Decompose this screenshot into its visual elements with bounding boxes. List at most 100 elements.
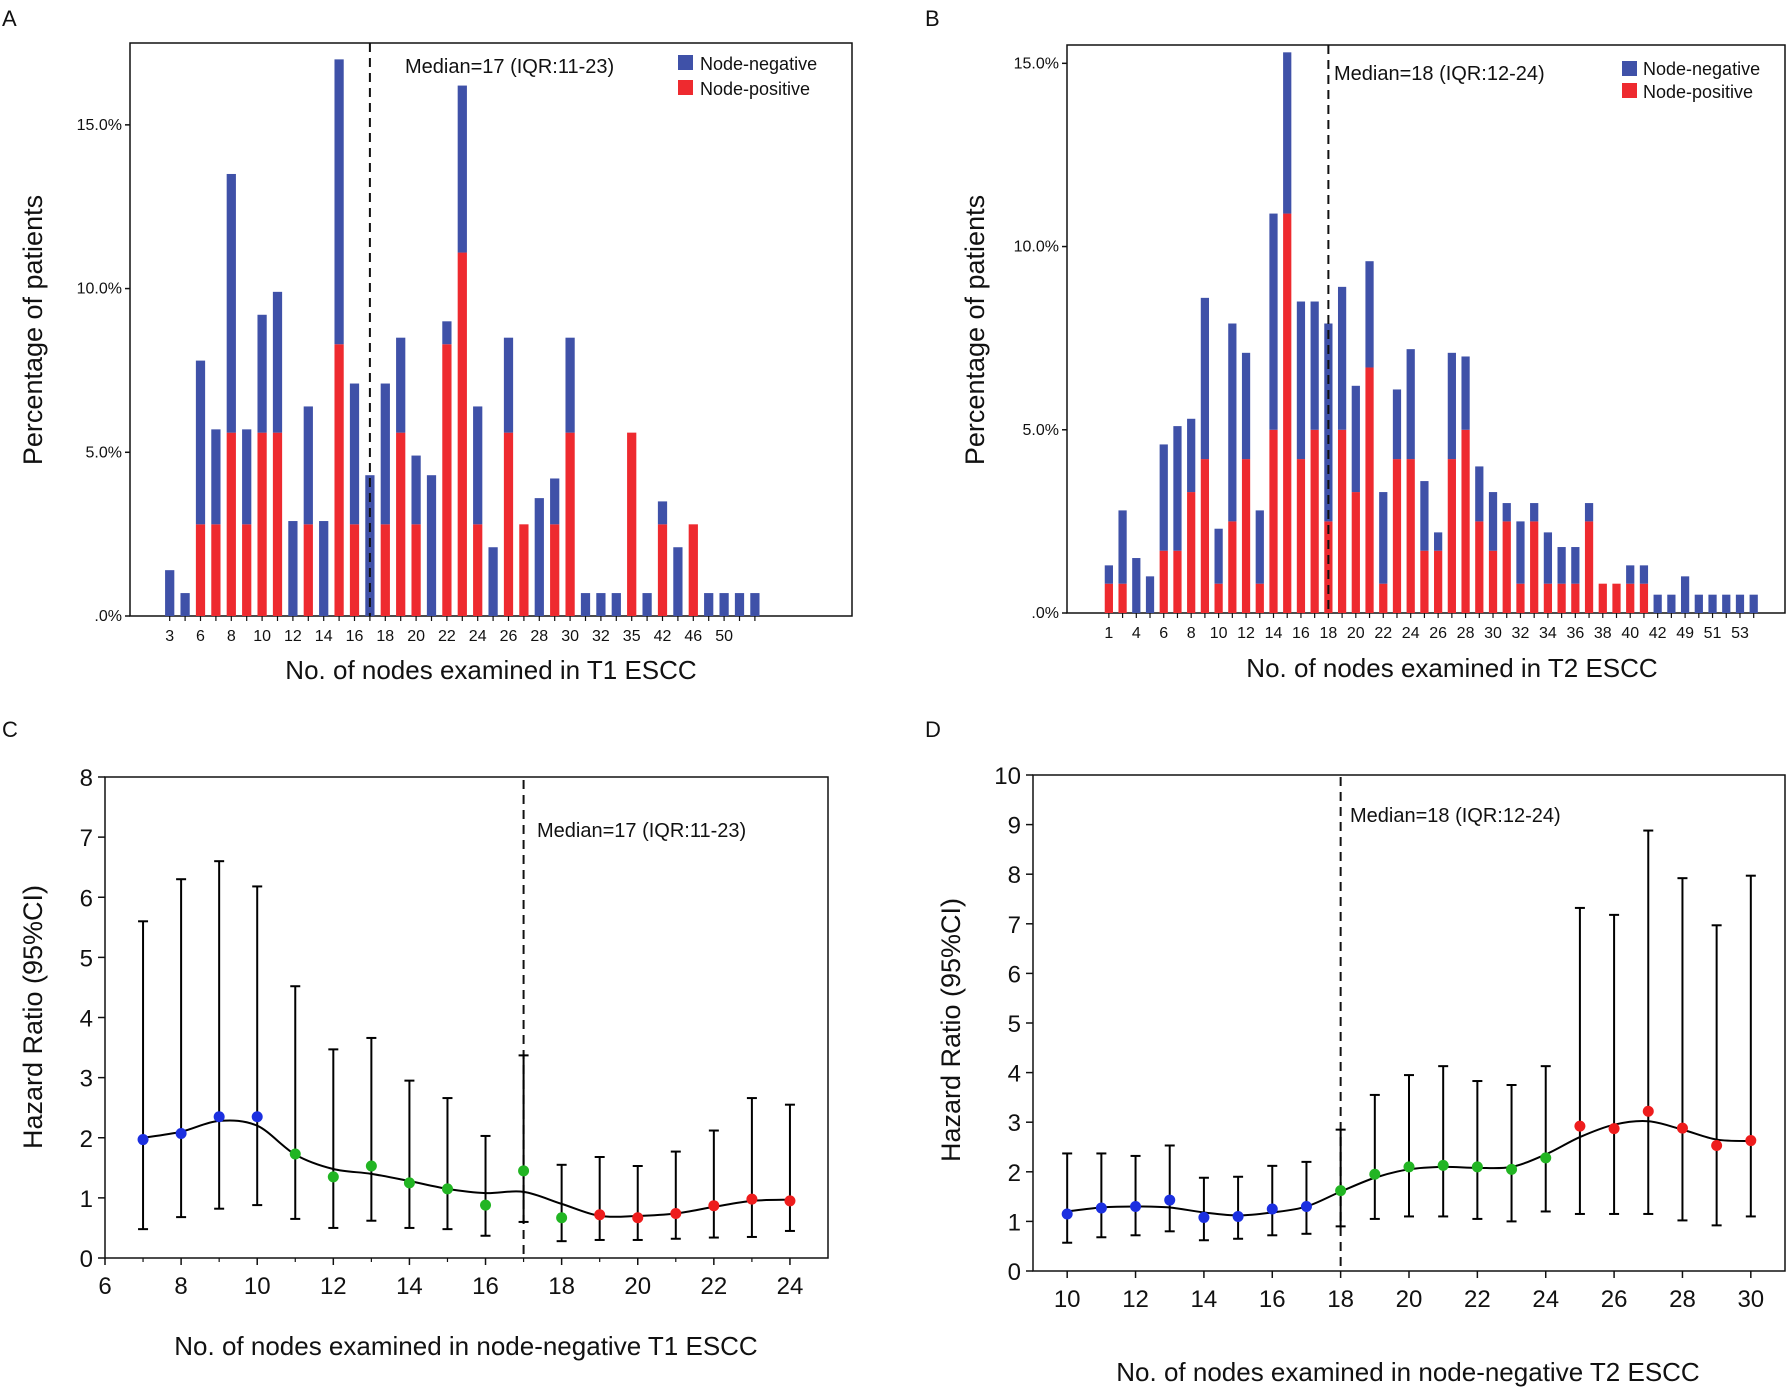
x-tick-label: 36	[1566, 625, 1584, 642]
x-tick-label: 4	[1132, 625, 1141, 642]
bar-node-negative	[165, 570, 175, 616]
y-tick-label: 5.0%	[1023, 422, 1059, 439]
hr-point	[480, 1199, 492, 1211]
bar-node-negative	[334, 59, 344, 345]
hr-point	[632, 1212, 644, 1224]
x-tick-label: 12	[320, 1273, 347, 1300]
bar-node-negative	[349, 383, 360, 525]
bar-node-positive	[334, 344, 344, 616]
y-tick-label: 9	[1008, 813, 1021, 840]
y-tick-label: 8	[1008, 862, 1021, 889]
bar-node-positive	[1351, 492, 1360, 613]
x-tick-label: 22	[438, 628, 456, 645]
hr-point	[137, 1134, 149, 1146]
error-bars-c	[138, 860, 795, 1243]
y-axis-title-b: Percentage of patients	[960, 195, 990, 465]
hr-point	[784, 1195, 796, 1207]
x-tick-label: 18	[1327, 1286, 1354, 1313]
y-tick-label: .0%	[94, 608, 122, 625]
x-axis-d: 10 12 14 16 18 20 22 24 26 28 30	[1054, 1271, 1764, 1313]
bar-node-positive	[1502, 521, 1511, 613]
legend-swatch-negative-a	[678, 55, 693, 70]
bar-node-negative	[1680, 576, 1690, 613]
x-axis-title-c: No. of nodes examined in node-negative T…	[174, 1331, 757, 1361]
y-tick-label: 10	[994, 763, 1021, 790]
bar-node-negative	[1269, 213, 1278, 430]
bar-node-positive	[226, 432, 236, 616]
hr-point	[1095, 1202, 1107, 1214]
legend-label-positive-b: Node-positive	[1643, 82, 1753, 102]
hr-point	[1745, 1135, 1757, 1147]
x-tick-label: 20	[624, 1273, 651, 1300]
x-tick-label: 6	[196, 628, 205, 645]
x-tick-label: 50	[715, 628, 733, 645]
bar-node-negative	[442, 321, 452, 345]
median-label-d: Median=18 (IQR:12-24)	[1350, 805, 1561, 827]
legend-swatch-negative-b	[1622, 61, 1637, 76]
x-tick-label: 30	[1737, 1286, 1764, 1313]
bar-node-negative	[704, 593, 714, 616]
y-axis-c: 0 1 2 3 4 5 6 7 8	[80, 765, 105, 1273]
panel-letter-b: B	[925, 6, 940, 31]
points-d	[1061, 1105, 1757, 1223]
bar-node-positive	[1406, 459, 1415, 613]
bar-node-positive	[1543, 583, 1553, 613]
bar-node-negative	[565, 337, 575, 433]
bar-node-positive	[442, 344, 452, 616]
x-tick-label: 12	[1237, 625, 1255, 642]
bar-node-positive	[349, 524, 360, 616]
x-tick-label: 16	[346, 628, 364, 645]
x-tick-label: 30	[1484, 625, 1502, 642]
x-tick-label: 1	[1104, 625, 1113, 642]
x-tick-label: 24	[1402, 625, 1420, 642]
bar-node-positive	[1173, 550, 1182, 613]
hr-point	[1403, 1161, 1415, 1173]
hr-point	[518, 1165, 530, 1177]
bar-node-negative	[211, 429, 221, 525]
bar-node-negative	[1145, 576, 1155, 613]
x-tick-label: 51	[1704, 625, 1722, 642]
bar-node-positive	[1365, 367, 1374, 613]
bar-node-positive	[272, 432, 283, 616]
x-tick-label: 24	[1532, 1286, 1559, 1313]
bar-node-positive	[1379, 583, 1388, 613]
bar-node-positive	[1530, 521, 1539, 613]
hr-point	[708, 1200, 720, 1212]
hr-point	[1061, 1208, 1073, 1220]
bar-node-negative	[1310, 301, 1319, 430]
bar-node-negative	[1694, 594, 1703, 613]
bar-node-negative	[673, 547, 683, 616]
median-label-c: Median=17 (IQR:11-23)	[537, 820, 746, 842]
bar-node-positive	[1214, 583, 1223, 613]
x-tick-label: 42	[1649, 625, 1667, 642]
y-tick-label: 3	[80, 1066, 93, 1093]
y-tick-label: .0%	[1031, 605, 1059, 622]
bar-node-positive	[457, 252, 467, 616]
x-tick-label: 28	[1669, 1286, 1696, 1313]
x-tick-label: 8	[1187, 625, 1196, 642]
bar-node-negative	[1132, 558, 1141, 613]
y-tick-label: 5	[80, 945, 93, 972]
y-axis-b: .0% 5.0% 10.0% 15.0%	[1014, 55, 1067, 622]
y-tick-label: 8	[80, 765, 93, 792]
bar-node-positive	[1118, 583, 1127, 613]
bar-node-positive	[1228, 521, 1237, 613]
x-axis-a: 3 6 8 10 12 14 16 18 20 22 24 26 28 30 32 35 42 46 50	[165, 616, 756, 645]
bar-node-positive	[1434, 550, 1443, 613]
bar-node-negative	[1337, 286, 1347, 430]
hr-curve-c	[142, 1119, 790, 1218]
bar-node-negative	[1187, 418, 1196, 493]
bar-node-positive	[1488, 550, 1498, 613]
x-tick-label: 38	[1594, 625, 1612, 642]
bar-node-positive	[1639, 583, 1649, 613]
bar-node-negative	[1296, 301, 1306, 460]
hr-point	[746, 1193, 758, 1205]
bar-node-positive	[211, 524, 221, 616]
hr-point	[1335, 1185, 1347, 1197]
bar-node-negative	[303, 406, 313, 525]
bar-node-negative	[396, 337, 406, 433]
y-axis-d: 0 1 2 3 4 5 6 7 8 9 10	[994, 763, 1033, 1286]
bar-node-negative	[1735, 594, 1745, 613]
hr-point	[441, 1183, 453, 1195]
